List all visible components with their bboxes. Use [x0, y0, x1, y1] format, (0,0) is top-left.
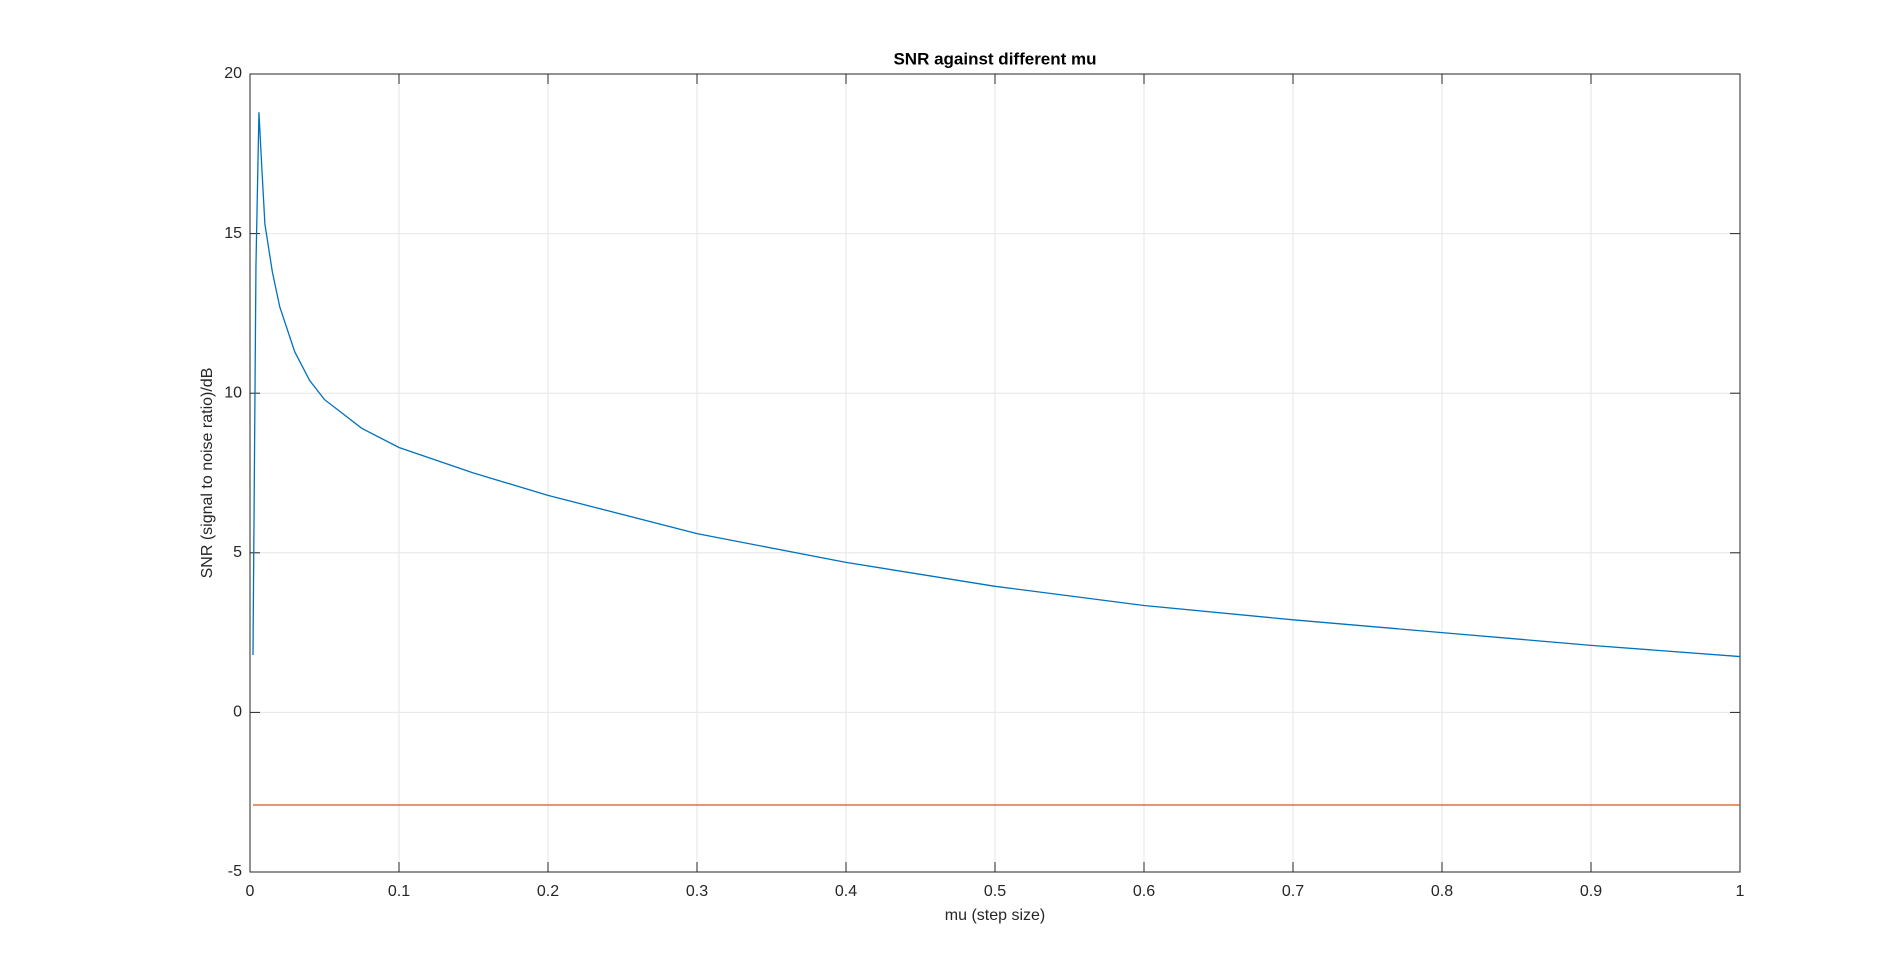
y-tick-label: 20 [224, 65, 242, 82]
x-axis-label: mu (step size) [945, 907, 1045, 924]
y-tick-label: 10 [224, 384, 242, 401]
x-tick-label: 0.6 [1133, 883, 1155, 900]
x-tick-label: 0.2 [537, 883, 559, 900]
y-tick-label: 15 [224, 225, 242, 242]
x-tick-label: 0.1 [388, 883, 410, 900]
x-tick-label: 0.4 [835, 883, 857, 900]
chart-title: SNR against different mu [893, 49, 1096, 68]
y-tick-label: 5 [233, 544, 242, 561]
x-tick-label: 0.8 [1431, 883, 1453, 900]
x-tick-label: 0.3 [686, 883, 708, 900]
y-tick-label: 0 [233, 704, 242, 721]
y-tick-label: -5 [228, 863, 242, 880]
x-tick-label: 1 [1736, 883, 1745, 900]
y-axis-label: SNR (signal to noise ratio)/dB [199, 368, 216, 579]
data-line [252, 112, 1741, 658]
x-tick-label: 0 [246, 883, 255, 900]
x-tick-label: 0.5 [984, 883, 1006, 900]
plot-box [249, 73, 1741, 873]
x-tick-label: 0.9 [1580, 883, 1602, 900]
x-tick-label: 0.7 [1282, 883, 1304, 900]
